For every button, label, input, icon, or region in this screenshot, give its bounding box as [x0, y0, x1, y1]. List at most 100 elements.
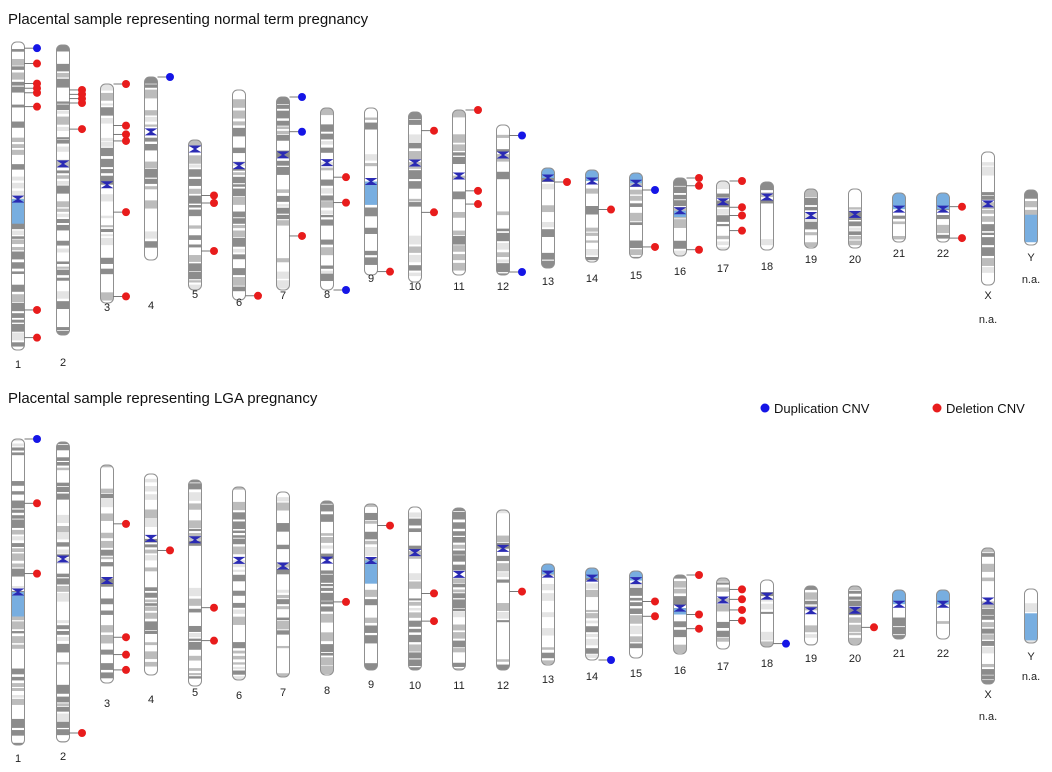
deletion-cnv-marker-chr3	[122, 121, 130, 130]
duplication-cnv-marker-chr1	[33, 435, 41, 443]
chromosome-5	[188, 479, 202, 687]
chromosome-y	[1024, 189, 1038, 246]
deletion-cnv-marker-chr3	[122, 633, 130, 642]
chromosome-12	[496, 124, 510, 276]
chromosome-12	[496, 509, 510, 671]
centromere-18	[760, 193, 774, 201]
chromosome-label-21: 21	[893, 248, 905, 260]
deletion-cnv-marker-chr3	[122, 665, 130, 674]
duplication-cnv-marker-chr8	[342, 286, 350, 294]
not-available-label-y: n.a.	[1022, 671, 1040, 683]
centromere-4	[144, 128, 158, 136]
centromere-22	[936, 205, 950, 213]
deletion-cnv-marker-chr16	[695, 624, 703, 633]
chromosome-label-1: 1	[15, 359, 21, 371]
deletion-cnv-marker-chr1	[33, 305, 41, 314]
chromosome-label-17: 17	[717, 263, 729, 275]
not-available-label-x: n.a.	[979, 711, 997, 723]
chromosome-label-15: 15	[630, 668, 642, 680]
chromosome-18	[760, 181, 774, 251]
chromosome-19	[804, 585, 818, 646]
deletion-cnv-marker-chr16	[695, 174, 703, 182]
legend-duplication-marker	[760, 403, 770, 413]
deletion-cnv-marker-chr1	[33, 59, 41, 68]
centromere-11	[452, 570, 466, 578]
chromosome-6	[232, 486, 246, 681]
chromosome-label-10: 10	[409, 680, 421, 692]
deletion-cnv-marker-chr11	[474, 106, 482, 114]
chromosome-label-x: X	[984, 290, 992, 302]
deletion-cnv-marker-chr3	[122, 130, 130, 139]
chromosome-11	[452, 109, 466, 276]
deletion-cnv-marker-chr8	[342, 173, 350, 182]
centromere-19	[804, 607, 818, 615]
chromosome-label-22: 22	[937, 248, 949, 260]
deletion-cnv-marker-chr15	[651, 597, 659, 606]
chromosome-label-18: 18	[761, 261, 773, 273]
chromosome-x	[981, 151, 995, 286]
chromosome-label-2: 2	[60, 751, 66, 763]
chromosome-5	[188, 139, 202, 291]
chromosome-label-19: 19	[805, 254, 817, 266]
panel-title-normal: Placental sample representing normal ter…	[8, 11, 369, 28]
deletion-cnv-marker-chr17	[738, 595, 746, 604]
deletion-cnv-marker-chr15	[651, 242, 659, 251]
chromosome-label-13: 13	[542, 674, 554, 686]
chromosome-22	[936, 192, 950, 243]
chromosome-label-2: 2	[60, 357, 66, 369]
deletion-cnv-marker-chr16	[695, 571, 703, 579]
deletion-cnv-marker-chr1	[33, 88, 41, 97]
deletion-cnv-marker-chr5	[210, 603, 218, 612]
chromosome-label-19: 19	[805, 653, 817, 665]
centromere-16	[673, 604, 687, 612]
deletion-cnv-marker-chr17	[738, 605, 746, 614]
deletion-cnv-marker-chr1	[33, 499, 41, 508]
chromosome-8	[320, 107, 334, 291]
deletion-cnv-marker-chr3	[122, 136, 130, 145]
duplication-cnv-marker-chr1	[33, 44, 41, 53]
chromosome-label-21: 21	[893, 648, 905, 660]
chromosome-16	[673, 177, 687, 257]
chromosome-label-10: 10	[409, 281, 421, 293]
legend: Duplication CNV Deletion CNV	[760, 401, 1025, 416]
centromere-2	[56, 555, 70, 563]
chromosome-label-18: 18	[761, 658, 773, 670]
chromosome-label-12: 12	[497, 281, 509, 293]
centromere-x	[981, 597, 995, 605]
duplication-cnv-marker-chr15	[651, 186, 659, 194]
chromosome-14	[585, 169, 599, 263]
chromosome-label-15: 15	[630, 270, 642, 282]
deletion-cnv-marker-chr17	[738, 226, 746, 235]
deletion-cnv-marker-chr10	[430, 208, 438, 217]
chromosome-18	[760, 579, 774, 648]
deletion-cnv-marker-chr10	[430, 589, 438, 598]
deletion-cnv-marker-chr17	[738, 616, 746, 625]
chromosome-label-17: 17	[717, 661, 729, 673]
deletion-cnv-marker-chr7	[298, 231, 306, 240]
chromosome-label-14: 14	[586, 273, 598, 285]
centromere-2	[56, 160, 70, 168]
chromosome-label-16: 16	[674, 665, 686, 677]
deletion-cnv-marker-chr1	[33, 569, 41, 578]
chromosome-label-14: 14	[586, 671, 598, 683]
centromere-10	[408, 159, 422, 167]
chromosome-14	[585, 567, 599, 661]
chromosome-label-20: 20	[849, 254, 861, 266]
centromere-12	[496, 544, 510, 552]
chromosome-9	[364, 107, 378, 276]
chromosome-label-13: 13	[542, 276, 554, 288]
duplication-cnv-marker-chr7	[298, 127, 306, 136]
chromosome-label-y: Y	[1027, 651, 1035, 663]
legend-duplication-label: Duplication CNV	[774, 401, 870, 416]
deletion-cnv-marker-chr3	[122, 519, 130, 528]
centromere-9	[364, 556, 378, 564]
deletion-cnv-marker-chr5	[210, 636, 218, 645]
centromere-19	[804, 212, 818, 220]
deletion-cnv-marker-chr2	[78, 125, 86, 134]
chromosome-label-20: 20	[849, 653, 861, 665]
chromosome-15	[629, 570, 643, 659]
chromosome-13	[541, 167, 555, 269]
deletion-cnv-marker-chr14	[607, 205, 615, 214]
deletion-cnv-marker-chr8	[342, 198, 350, 207]
